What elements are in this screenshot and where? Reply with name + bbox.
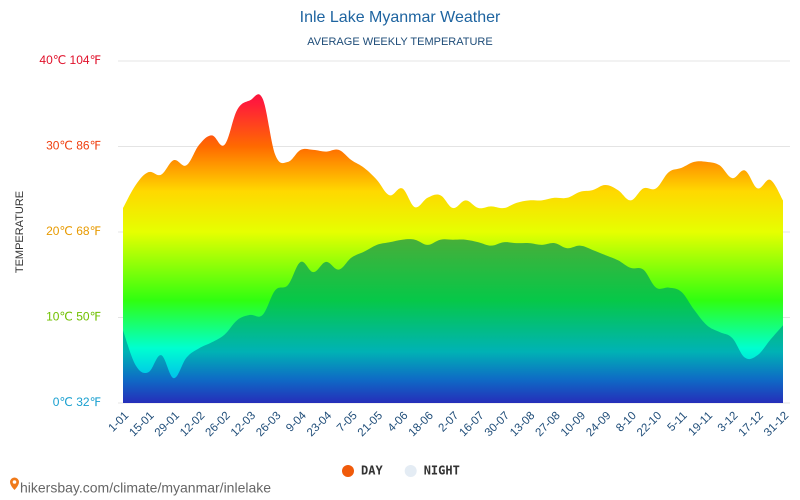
x-tick-label: 15-01 <box>127 410 156 439</box>
y-tick-label: 30℃ 86℉ <box>46 139 101 153</box>
legend-marker <box>342 465 354 477</box>
x-tick-label: 31-12 <box>762 410 791 439</box>
legend-marker <box>404 465 417 477</box>
area-1 <box>123 239 783 403</box>
chart-subtitle: AVERAGE WEEKLY TEMPERATURE <box>307 36 492 48</box>
x-tick-label: 26-02 <box>204 410 233 439</box>
legend-label: NIGHT <box>424 464 460 478</box>
y-tick-label: 10℃ 50℉ <box>46 310 101 324</box>
x-tick-label: 19-11 <box>686 410 715 439</box>
x-tick-label: 23-04 <box>305 409 335 439</box>
x-tick-label: 27-08 <box>534 410 563 439</box>
x-tick-label: 12-03 <box>229 410 258 439</box>
x-tick-label: 26-03 <box>254 410 283 439</box>
y-axis-label: TEMPERATURE <box>14 191 26 273</box>
x-tick-label: 22-10 <box>635 410 664 439</box>
pin-dot <box>12 480 17 484</box>
y-tick-label: 20℃ 68℉ <box>46 224 101 238</box>
chart-title: Inle Lake Myanmar Weather <box>300 9 501 26</box>
x-tick-label: 30-07 <box>483 410 512 439</box>
source: hikersbay.com/climate/myanmar/inlelake <box>20 480 271 496</box>
legend-label: DAY <box>361 464 383 478</box>
x-tick-label: 29-01 <box>153 410 182 439</box>
y-tick-label: 0℃ 32℉ <box>53 395 101 409</box>
x-tick-label: 10-09 <box>559 410 588 439</box>
x-tick-label: 16-07 <box>457 410 486 439</box>
x-tick-label: 24-09 <box>584 410 613 439</box>
x-tick-label: 18-06 <box>407 410 436 439</box>
y-tick-label: 40℃ 104℉ <box>39 53 101 67</box>
x-tick-label: 21-05 <box>356 410 385 439</box>
x-tick-label: 12-02 <box>178 410 207 439</box>
x-tick-label: 17-12 <box>737 410 766 439</box>
x-tick-label: 13-08 <box>508 410 537 439</box>
